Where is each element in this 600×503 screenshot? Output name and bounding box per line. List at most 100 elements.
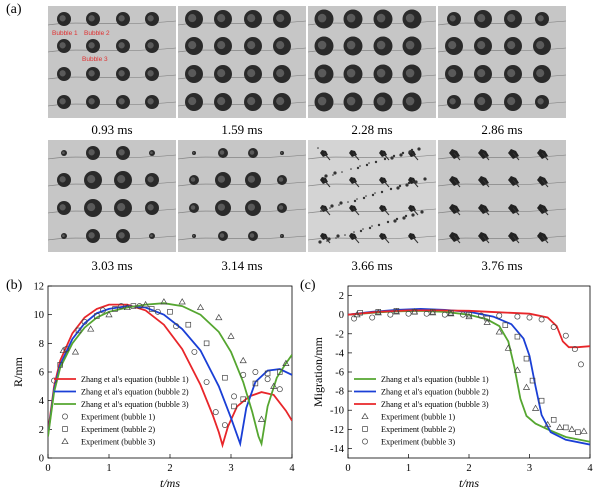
y-tick-label: 2 — [39, 425, 44, 436]
y-tick-label: 10 — [34, 310, 45, 321]
data-point — [441, 311, 448, 318]
data-point — [448, 310, 454, 316]
data-point — [215, 313, 223, 321]
data-point — [240, 371, 247, 378]
data-point — [99, 307, 106, 314]
data-point — [447, 310, 455, 317]
data-point — [387, 311, 394, 318]
data-point — [353, 310, 361, 318]
data-point — [160, 298, 168, 305]
data-point — [465, 312, 473, 320]
legend-swatch — [61, 437, 69, 445]
legend-entry: Zhang et al's equation (bubble 2) — [381, 388, 489, 397]
legend-swatch — [362, 438, 368, 445]
frame-time-label: 0.93 ms — [91, 122, 133, 137]
data-point — [239, 356, 247, 364]
data-point — [227, 332, 235, 339]
x-axis-label: t/ms — [160, 476, 180, 490]
data-point — [522, 383, 531, 390]
data-point — [252, 380, 259, 387]
bubble-annotation: Bubble 1 — [52, 30, 78, 37]
data-point — [203, 340, 210, 347]
data-point — [257, 415, 266, 422]
data-point — [550, 324, 557, 331]
data-point — [513, 366, 522, 373]
data-point — [556, 423, 564, 430]
data-point — [71, 348, 80, 355]
y-tick-label: -8 — [335, 387, 344, 398]
y-tick-label: 12 — [34, 282, 45, 293]
data-point — [63, 346, 70, 353]
chart-1: 0 1 2 3 4 2 0 -2 -4 -6 -8 -10 -12 -14 t/ms Migration/mm… — [311, 285, 593, 490]
data-point — [136, 303, 143, 310]
data-point — [167, 309, 173, 315]
panel-c-label: (c) — [300, 278, 316, 293]
bubble-photo — [308, 140, 436, 252]
y-tick-label: -12 — [330, 425, 344, 436]
bubble-photo — [308, 6, 436, 118]
legend-swatch — [62, 413, 68, 420]
frame-time-label: 3.03 ms — [91, 258, 133, 273]
data-point — [562, 332, 569, 339]
legend-entry: Zhang et al's equation (bubble 1) — [381, 375, 489, 384]
bubble-photo — [178, 6, 306, 118]
data-point — [240, 396, 246, 402]
data-point — [130, 303, 137, 309]
bubble-photo: Bubble 1 Bubble 2 Bubble 3 — [48, 6, 176, 118]
y-tick-label: -14 — [330, 444, 345, 455]
legend-entry: Experiment (bubble 1) — [381, 413, 455, 422]
data-point — [496, 312, 503, 319]
data-point — [123, 303, 131, 311]
y-tick-label: 2 — [339, 291, 344, 302]
frame-time-label: 2.28 ms — [351, 122, 393, 137]
legend-entry: Experiment (bubble 2) — [81, 425, 155, 434]
data-point — [231, 403, 237, 410]
data-point — [81, 318, 88, 325]
data-point — [514, 313, 521, 320]
y-tick-label: 6 — [39, 368, 44, 379]
panel-a-label: (a) — [6, 2, 22, 17]
legend-entry: Zhang et al's equation (bubble 1) — [81, 375, 189, 384]
y-axis-label: R/mm — [11, 356, 25, 387]
data-point — [529, 377, 536, 384]
data-point — [264, 376, 271, 383]
data-point — [221, 422, 228, 428]
legend-entry: Zhang et al's equation (bubble 2) — [81, 388, 189, 397]
data-point — [523, 355, 530, 362]
y-tick-label: -2 — [335, 329, 344, 340]
y-tick-label: 0 — [339, 310, 344, 321]
data-point — [568, 425, 576, 432]
data-point — [423, 310, 430, 317]
data-point — [75, 327, 82, 334]
legend-entry: Zhang et al's equation (bubble 3) — [381, 400, 489, 409]
data-point — [252, 369, 259, 375]
y-tick-label: -6 — [335, 368, 344, 379]
legend-swatch — [62, 426, 68, 432]
data-point — [393, 308, 400, 314]
bubble-annotation: Bubble 2 — [84, 30, 110, 37]
x-tick-label: 2 — [466, 463, 471, 474]
y-axis-label: Migration/mm — [311, 336, 325, 407]
data-point — [277, 369, 283, 375]
data-point — [531, 404, 540, 411]
data-point — [141, 300, 150, 308]
data-point — [580, 427, 588, 434]
bubble-annotation: Bubble 3 — [82, 56, 108, 63]
data-point — [514, 333, 521, 340]
data-point — [264, 370, 271, 377]
data-point — [392, 308, 401, 315]
panel-b-label: (b) — [6, 278, 23, 293]
data-point — [173, 323, 180, 330]
data-point — [57, 362, 63, 368]
data-point — [191, 348, 198, 355]
x-tick-label: 3 — [228, 463, 233, 474]
data-point — [526, 314, 533, 321]
data-point — [196, 303, 205, 311]
data-point — [203, 379, 210, 385]
data-point — [495, 328, 503, 335]
data-point — [478, 312, 485, 319]
series-line — [48, 303, 292, 449]
data-point — [276, 386, 283, 393]
data-point — [502, 322, 509, 328]
